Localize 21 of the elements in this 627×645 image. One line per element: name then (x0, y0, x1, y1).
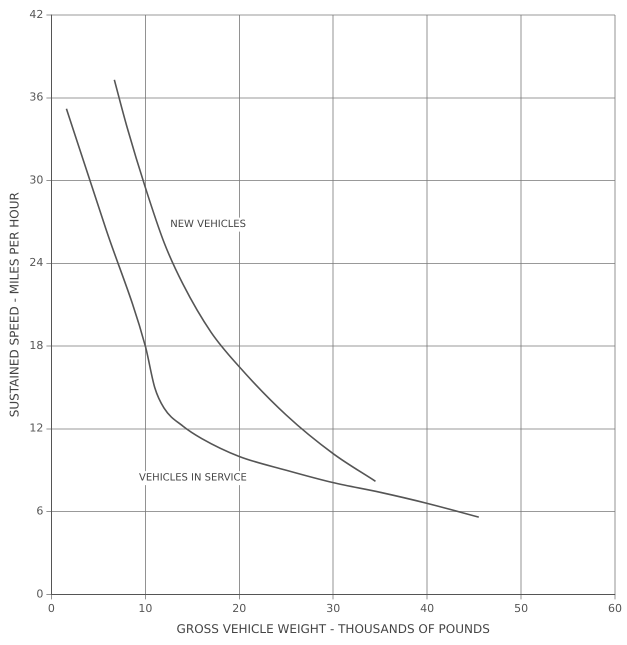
y-tick-label: 12 (29, 422, 44, 435)
y-tick-label: 24 (29, 256, 44, 270)
x-tick-label: 50 (514, 602, 528, 615)
x-tick-label: 20 (232, 602, 246, 615)
y-axis-title: SUSTAINED SPEED - MILES PER HOUR (7, 192, 22, 418)
y-tick-label: 36 (29, 90, 44, 104)
x-axis-title: GROSS VEHICLE WEIGHT - THOUSANDS OF POUNDS (176, 622, 490, 636)
y-tick-label: 42 (29, 8, 44, 21)
series-label: NEW VEHICLES (170, 219, 246, 230)
x-tick-label: 40 (420, 602, 434, 615)
y-tick-label: 30 (29, 173, 44, 186)
line-series (66, 108, 480, 518)
y-tick-label: 18 (29, 338, 44, 352)
y-tick-label: 0 (36, 587, 44, 600)
line-series (114, 79, 376, 482)
x-tick-label: 10 (138, 602, 152, 615)
x-tick-label: 0 (48, 602, 55, 615)
x-tick-label: 30 (326, 602, 340, 615)
y-tick-label: 6 (36, 504, 44, 518)
x-tick-label: 60 (608, 602, 622, 615)
series-label: VEHICLES IN SERVICE (139, 472, 247, 484)
